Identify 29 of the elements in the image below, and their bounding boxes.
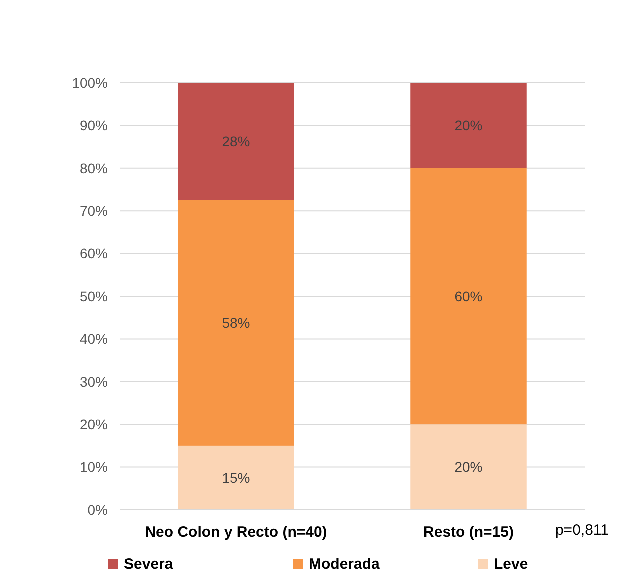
- data-label: 58%: [222, 315, 250, 332]
- y-tick-label: 70%: [80, 203, 108, 219]
- y-tick-label: 10%: [80, 459, 108, 476]
- y-tick-label: 60%: [80, 246, 108, 262]
- y-tick-label: 20%: [80, 416, 108, 432]
- bar: [178, 200, 294, 446]
- data-label: 20%: [454, 118, 483, 134]
- y-tick-label: 0%: [88, 502, 108, 518]
- y-tick-label: 50%: [80, 288, 108, 304]
- y-tick-label: 90%: [80, 118, 108, 134]
- data-label: 15%: [222, 470, 250, 486]
- bar: [410, 168, 527, 425]
- bar: [410, 83, 527, 168]
- data-label: 20%: [454, 459, 483, 476]
- legend-label: Leve: [494, 556, 528, 573]
- data-label: 60%: [454, 288, 483, 304]
- bar: [178, 446, 294, 510]
- y-tick-label: 40%: [80, 331, 108, 348]
- legend-label: Moderada: [309, 556, 381, 573]
- y-tick-label: 100%: [72, 74, 108, 91]
- y-tick-label: 80%: [80, 160, 108, 176]
- text: p=0,811: [555, 522, 609, 539]
- bar: [178, 83, 294, 200]
- x-tick-label: Neo Colon y Recto (n=40): [145, 524, 328, 541]
- bar: [410, 424, 527, 510]
- legend-label: Severa: [124, 556, 174, 573]
- data-label: 28%: [222, 134, 250, 150]
- x-tick-label: Resto (n=15): [424, 524, 514, 541]
- y-tick-label: 30%: [80, 374, 108, 390]
